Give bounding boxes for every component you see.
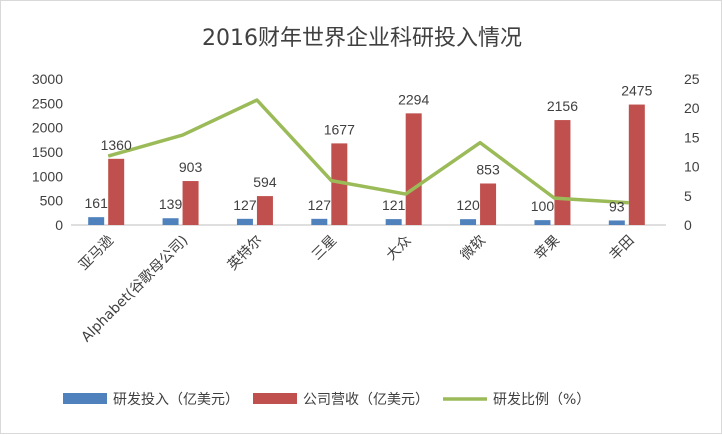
data-label-revenue: 2475: [621, 83, 652, 99]
y-right-tick-label: 15: [684, 129, 700, 145]
y-left-tick-label: 0: [55, 217, 63, 233]
bar-revenue: [331, 143, 348, 225]
bar-rd-investment: [311, 218, 328, 225]
x-category-label: 苹果: [532, 233, 563, 264]
bar-rd-investment: [608, 220, 625, 225]
x-category-label: 英特尔: [224, 232, 266, 274]
x-category-label: 三星: [309, 233, 340, 264]
legend-label: 公司营收（亿美元）: [303, 392, 429, 408]
data-label-revenue: 1677: [324, 121, 355, 137]
bar-revenue: [182, 181, 199, 225]
line-rd-ratio: [107, 98, 629, 205]
x-category-label: 大众: [383, 233, 414, 264]
bar-rd-investment: [460, 219, 477, 225]
data-label-rd-investment: 139: [159, 196, 183, 212]
data-label-rd-investment: 161: [85, 195, 109, 211]
data-label-revenue: 2156: [547, 98, 578, 114]
data-label-rd-investment: 100: [531, 198, 555, 214]
bar-revenue: [108, 158, 125, 225]
bar-rd-investment: [385, 219, 402, 225]
bar-rd-investment: [236, 218, 253, 225]
y-right-tick-label: 25: [684, 71, 700, 87]
y-right-tick-label: 20: [684, 100, 700, 116]
y-right-tick-label: 10: [684, 159, 700, 175]
data-label-revenue: 594: [253, 174, 277, 190]
legend-swatch: [253, 393, 297, 404]
data-label-revenue: 903: [179, 159, 203, 175]
data-label-rd-investment: 127: [233, 197, 257, 213]
y-left-tick-label: 1000: [32, 168, 63, 184]
y-left-tick-label: 2000: [32, 120, 63, 136]
legend-swatch: [63, 393, 107, 404]
data-label-revenue: 2294: [398, 91, 429, 107]
bar-rd-investment: [534, 220, 551, 225]
bar-rd-investment: [162, 218, 179, 225]
data-label-rd-investment: 93: [609, 198, 625, 214]
data-label-rd-investment: 120: [456, 197, 480, 213]
y-right-tick-label: 5: [684, 188, 692, 204]
y-left-tick-label: 3000: [32, 71, 63, 87]
y-left-tick-label: 500: [40, 193, 64, 209]
x-category-label: 亚马逊: [76, 233, 117, 274]
chart-title: 2016财年世界企业科研投入情况: [202, 26, 522, 51]
data-label-rd-investment: 121: [382, 197, 406, 213]
x-category-label: 微软: [458, 233, 489, 264]
y-left-tick-label: 2500: [32, 95, 63, 111]
bar-rd-investment: [88, 217, 105, 225]
legend-label: 研发投入（亿美元）: [113, 392, 239, 408]
bar-revenue: [480, 183, 497, 225]
data-label-revenue: 853: [476, 161, 500, 177]
y-left-tick-label: 1500: [32, 144, 63, 160]
legend-label: 研发比例（%）: [493, 392, 590, 408]
y-right-tick-label: 0: [684, 217, 692, 233]
bar-revenue: [256, 196, 273, 225]
bar-revenue: [554, 120, 571, 225]
bar-revenue: [628, 104, 645, 225]
bar-revenue: [405, 113, 422, 225]
x-category-label: 丰田: [607, 233, 638, 264]
data-label-rd-investment: 127: [308, 197, 332, 213]
data-label-revenue: 1360: [101, 137, 132, 153]
